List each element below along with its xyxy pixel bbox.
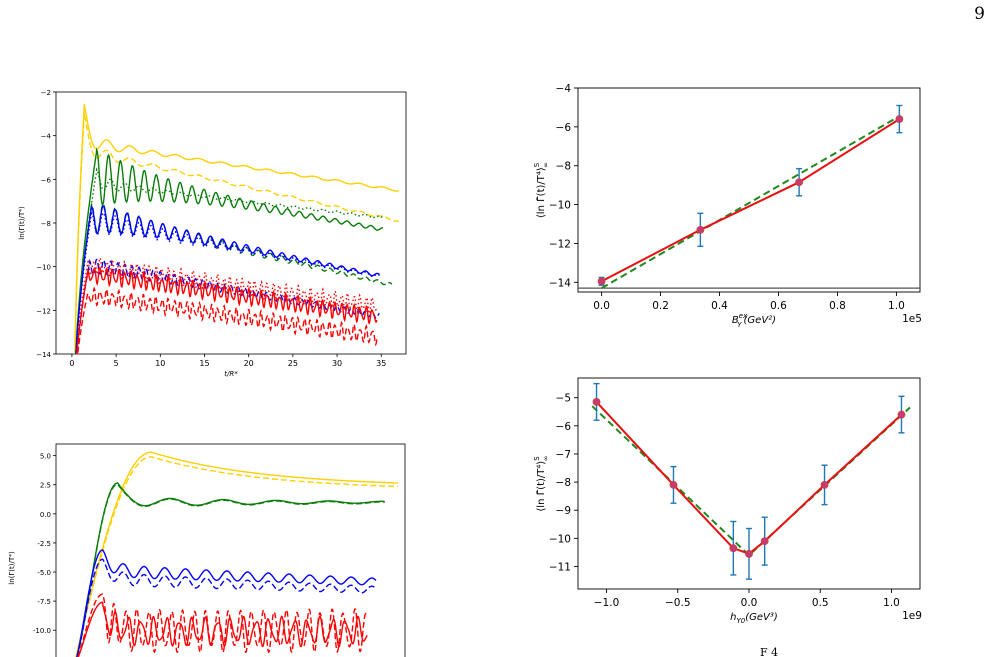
page-number: 9	[974, 4, 985, 24]
x-tick-label: −1.0	[594, 597, 620, 609]
y-tick-label: -5.0	[37, 569, 51, 577]
y-axis-label: ln(Γ(t)/T⁴)	[8, 551, 16, 585]
x-tick-label: 0.6	[770, 300, 787, 312]
axes-frame	[577, 87, 921, 293]
plot-area: −1.0 −0.5 0.0 0.5 1.0 −5 −6 −7 −8 −9 −10 −11 1e9 hY0(…	[533, 377, 922, 625]
y-tick-label: −12	[36, 307, 51, 315]
x-tick-label: −0.5	[665, 597, 691, 609]
y-tick-label: −11	[549, 561, 571, 573]
chart-top-right: 0.0 0.2 0.4 0.6 0.8 1.0 −4 −6 −8 −10 −12 −14 1e5 Bex Y…	[533, 83, 922, 329]
series-red-dashed	[77, 593, 368, 657]
data-point	[895, 115, 904, 123]
fit-line-red-solid	[601, 118, 900, 283]
series-gold-dashed	[74, 112, 399, 354]
plot-area: 0 5 10 15 20 25 30 35 −2 −4 −6 −8 −10 −12 −14 t/R* ln(Γ(…	[18, 89, 407, 378]
x-tick-label: 0.2	[652, 300, 669, 312]
x-tick-label: 10	[155, 359, 165, 368]
y-tick-label: −5	[556, 393, 571, 405]
x-tick-label: 20	[244, 359, 254, 368]
y-tick-label: −6	[41, 176, 52, 184]
y-tick-label: −6	[556, 421, 572, 433]
series-gold-solid	[75, 451, 398, 657]
chart-top-left: 0 5 10 15 20 25 30 35 −2 −4 −6 −8 −10 −12 −14 t/R* ln(Γ(…	[18, 89, 407, 378]
y-tick-label: -10.0	[33, 627, 51, 635]
series-red-dashed	[76, 286, 378, 354]
fit-line-green-dashed	[601, 115, 900, 289]
series-blue-dotted	[75, 211, 380, 354]
y-axis-label: ⟨ln Γ̄(t)/T⁴⟩S∞	[533, 162, 550, 218]
data-point	[729, 544, 738, 553]
y-tick-label: 0.0	[40, 511, 51, 519]
x-tick-label: 0.4	[711, 300, 728, 312]
y-tick-label: −14	[549, 277, 571, 289]
x-tick-label: 35	[376, 359, 386, 368]
x-tick-label: 30	[332, 359, 342, 368]
series-gold-solid	[74, 103, 400, 354]
x-axis-label: t/R*	[224, 370, 238, 378]
data-point	[897, 410, 906, 419]
y-tick-label: −8	[556, 161, 571, 173]
data-point	[592, 398, 601, 406]
x-axis-label: Bex Y (GeV²)	[732, 312, 776, 329]
x-tick-label: 1.0	[888, 300, 905, 312]
x-tick-label: 1.0	[883, 597, 900, 609]
y-tick-label: −14	[36, 351, 51, 359]
fit-line-green-dashed	[591, 405, 911, 557]
y-tick-label: −10	[36, 264, 51, 272]
series-green-dotted	[75, 167, 384, 354]
y-tick-label: −9	[556, 505, 571, 517]
data-point	[760, 537, 769, 546]
x-tick-label: 25	[288, 359, 298, 368]
chart-bottom-left: 5.0 2.5 0.0 -2.5 -5.0 -7.5 -10.0 ln(Γ(t)/T⁴)	[8, 443, 406, 657]
plot-area: 5.0 2.5 0.0 -2.5 -5.0 -7.5 -10.0 ln(Γ(t)/T⁴)	[8, 443, 406, 657]
y-tick-label: −4	[556, 83, 572, 95]
y-tick-label: −8	[41, 220, 51, 228]
y-axis-label: ⟨ln Γ̄(t)/T⁴⟩S∞	[533, 455, 550, 511]
data-point	[597, 277, 606, 286]
x-tick-label: 5	[114, 359, 119, 368]
y-tick-label: −10	[549, 200, 571, 212]
y-tick-label: −6	[556, 122, 572, 134]
y-tick-label: -2.5	[37, 540, 51, 548]
x-tick-label: 0.5	[812, 597, 829, 609]
x-tick-label: 15	[199, 359, 209, 368]
plot-area: 0.0 0.2 0.4 0.6 0.8 1.0 −4 −6 −8 −10 −12 −14 1e5 Bex Y…	[533, 83, 922, 329]
x-offset-label: 1e9	[902, 610, 922, 622]
series-green-dashed	[75, 202, 393, 354]
footer-fragment-text: F 4	[760, 646, 778, 657]
data-point	[795, 178, 804, 187]
y-tick-label: −8	[556, 477, 571, 489]
data-point	[669, 481, 678, 489]
y-tick-label: −10	[549, 533, 571, 545]
data-point	[820, 481, 829, 489]
x-tick-label: 0.0	[741, 597, 758, 609]
y-axis-label: ln(Γ(t)/T⁴)	[18, 206, 26, 240]
series-blue-solid	[76, 549, 377, 657]
x-axis-label: hY0(GeV³)	[730, 612, 778, 625]
axes-frame	[55, 443, 406, 657]
series-red-solid	[76, 265, 378, 354]
series-green-solid	[76, 482, 385, 657]
y-tick-label: −12	[549, 238, 571, 250]
x-tick-label: 0.8	[829, 300, 846, 312]
series-green-dashed	[76, 483, 385, 657]
y-tick-label: -7.5	[37, 598, 51, 606]
series-blue-solid	[75, 205, 380, 354]
x-tick-label: 0.0	[593, 300, 610, 312]
data-point	[745, 549, 753, 558]
data-point	[696, 225, 705, 234]
series-red-dotted	[75, 256, 378, 354]
series-gold-dashed	[75, 456, 398, 657]
footer-fragment: F 4	[760, 646, 778, 657]
y-tick-label: 2.5	[40, 482, 51, 490]
y-tick-label: −2	[41, 89, 51, 97]
x-offset-label: 1e5	[902, 313, 922, 325]
x-tick-label: 0	[69, 359, 74, 368]
y-tick-label: −7	[556, 449, 571, 461]
y-tick-label: 5.0	[40, 453, 51, 461]
chart-bottom-right: −1.0 −0.5 0.0 0.5 1.0 −5 −6 −7 −8 −9 −10 −11 1e9 hY0(…	[533, 377, 922, 625]
series-green-solid	[75, 147, 383, 354]
y-tick-label: −4	[41, 133, 52, 141]
